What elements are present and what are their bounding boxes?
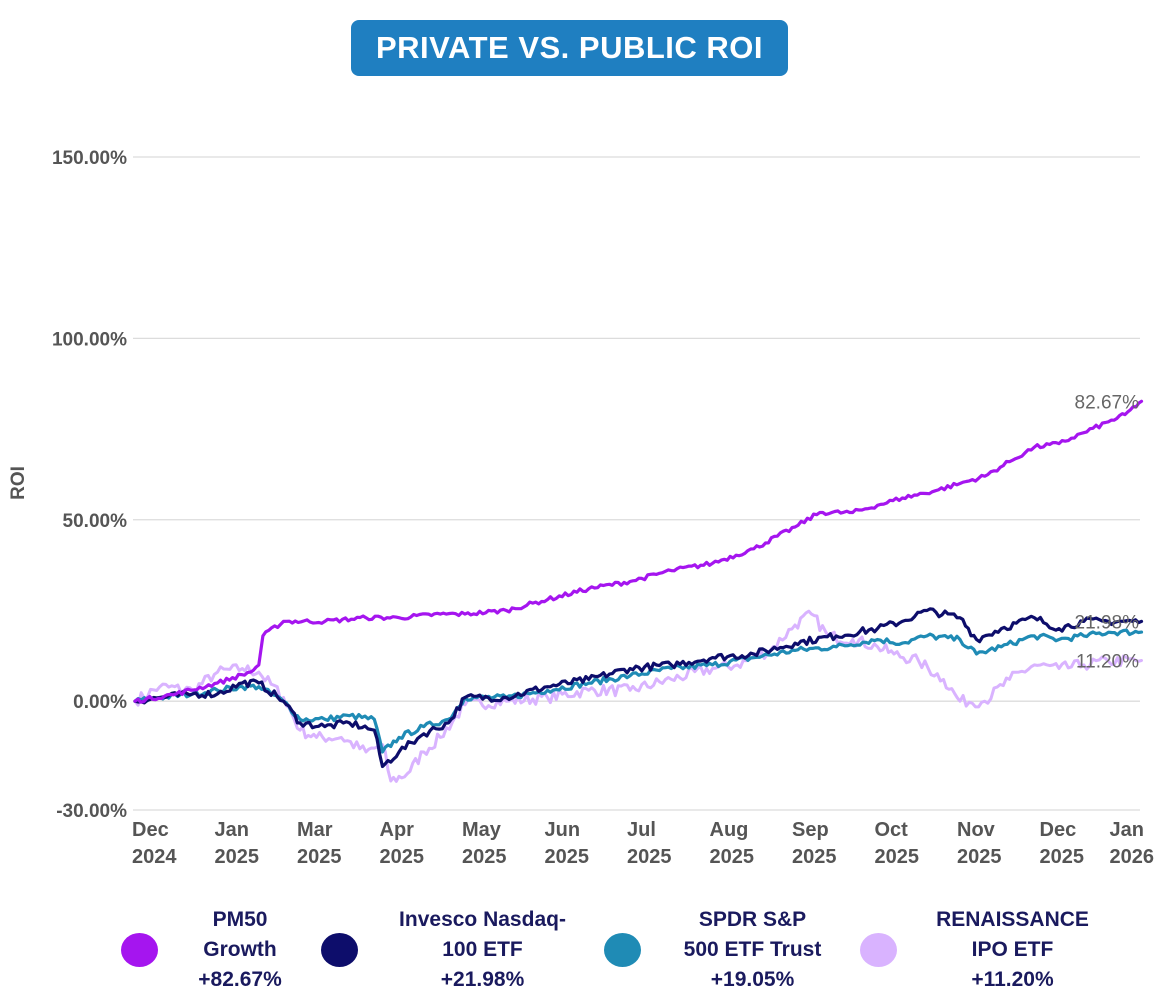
series-line <box>133 607 1144 769</box>
x-tick-month: Aug <box>710 819 749 841</box>
legend-label: SPDR S&P 500 ETF Trust +19.05% <box>655 905 850 995</box>
x-tick-label: Aug 2025 <box>710 819 755 868</box>
x-tick-label: Sep 2025 <box>792 819 837 868</box>
x-tick-year: 2025 <box>957 846 1002 868</box>
x-tick-label: Dec 2025 <box>1040 819 1085 868</box>
x-tick-month: Jun <box>545 819 581 841</box>
x-tick-label: May 2025 <box>462 819 507 868</box>
legend-label-line: RENAISSANCE <box>936 908 1089 931</box>
x-tick-year: 2025 <box>792 846 837 868</box>
legend-label-line: 100 ETF <box>442 938 523 961</box>
x-tick-year: 2025 <box>627 846 672 868</box>
y-tick-label: 50.00% <box>63 511 128 532</box>
series-end-label: 82.67% <box>1075 392 1140 413</box>
x-tick-month: Dec <box>1040 819 1077 841</box>
series-end-label: 11.20% <box>1076 652 1139 673</box>
x-tick-label: Jan 2026 <box>1110 819 1155 868</box>
legend-label-line: Growth <box>203 938 277 961</box>
x-tick-year: 2024 <box>132 846 177 868</box>
x-tick-year: 2025 <box>545 846 590 868</box>
x-tick-year: 2026 <box>1110 846 1155 868</box>
x-tick-label: Jan 2025 <box>215 819 260 868</box>
y-tick-label: 100.00% <box>52 329 127 350</box>
legend-swatch <box>121 933 158 967</box>
x-tick-month: Mar <box>297 819 333 841</box>
legend-label-line: +82.67% <box>198 968 282 991</box>
y-tick-label: -30.00% <box>56 801 127 822</box>
legend-swatch <box>604 933 641 967</box>
legend-swatch <box>860 933 897 967</box>
legend-label-line: +19.05% <box>710 968 795 991</box>
legend-label-line: 500 ETF Trust <box>683 938 822 961</box>
x-tick-year: 2025 <box>875 846 920 868</box>
end-labels: 11.20% 21.98% 82.67% <box>1075 392 1140 672</box>
x-tick-labels: Dec 2024 Jan 2025 Mar 2025 Apr 2025 May 2025 Jun 20… <box>132 819 1154 868</box>
series-line <box>133 628 1144 754</box>
series-line <box>133 609 1143 783</box>
x-tick-month: May <box>462 819 502 841</box>
y-axis-label: ROI <box>8 466 29 500</box>
x-tick-month: Jul <box>627 819 656 841</box>
x-tick-year: 2025 <box>297 846 342 868</box>
chart-title: PRIVATE VS. PUBLIC ROI <box>351 20 788 76</box>
x-tick-year: 2025 <box>710 846 755 868</box>
legend-label-line: IPO ETF <box>971 938 1054 961</box>
legend-label-line: +11.20% <box>971 968 1054 991</box>
x-tick-month: Dec <box>132 819 169 841</box>
x-tick-month: Apr <box>380 819 415 841</box>
legend-label-line: +21.98% <box>440 968 525 991</box>
x-tick-label: Nov 2025 <box>957 819 1002 868</box>
series-lines <box>133 399 1144 783</box>
x-tick-label: Jun 2025 <box>545 819 590 868</box>
series-line <box>133 399 1144 704</box>
legend-label: RENAISSANCE IPO ETF +11.20% <box>915 905 1110 995</box>
x-tick-year: 2025 <box>462 846 507 868</box>
x-tick-label: Mar 2025 <box>297 819 342 868</box>
legend-label-line: Invesco Nasdaq- <box>399 908 566 931</box>
x-tick-label: Jul 2025 <box>627 819 672 868</box>
x-tick-year: 2025 <box>215 846 260 868</box>
legend-label-line: SPDR S&P <box>698 908 807 931</box>
legend-label: Invesco Nasdaq- 100 ETF +21.98% <box>375 905 590 995</box>
line-chart: 150.00% 100.00% 50.00% 0.00% -30.00% Dec 2024… <box>8 148 1154 868</box>
y-tick-label: 150.00% <box>52 148 127 169</box>
x-tick-month: Oct <box>875 819 909 841</box>
x-tick-label: Apr 2025 <box>380 819 425 868</box>
legend-label-line: PM50 <box>212 908 268 931</box>
x-tick-year: 2025 <box>1040 846 1085 868</box>
y-gridlines <box>133 156 1140 811</box>
x-tick-month: Jan <box>1110 819 1144 841</box>
x-tick-label: Oct 2025 <box>875 819 920 868</box>
legend-swatch <box>321 933 358 967</box>
y-tick-label: 0.00% <box>73 692 127 713</box>
x-tick-month: Jan <box>215 819 249 841</box>
x-tick-label: Dec 2024 <box>132 819 177 868</box>
y-tick-labels: 150.00% 100.00% 50.00% 0.00% -30.00% <box>52 148 127 822</box>
legend-label: PM50 Growth +82.67% <box>160 905 320 995</box>
x-tick-month: Sep <box>792 819 829 841</box>
series-end-label: 21.98% <box>1075 612 1140 633</box>
x-tick-year: 2025 <box>380 846 425 868</box>
x-tick-month: Nov <box>957 819 996 841</box>
